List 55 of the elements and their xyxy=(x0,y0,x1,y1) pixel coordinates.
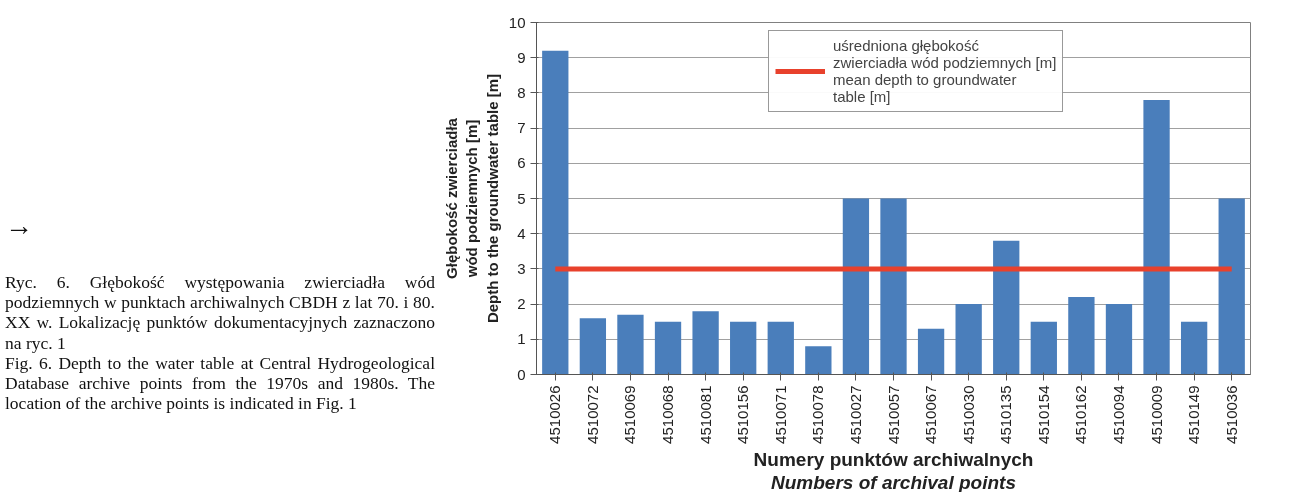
y-tick-label: 10 xyxy=(508,13,526,31)
y-tick-label: 8 xyxy=(517,83,526,101)
caption: Fig. 6. Depth to the water table at Central Hydrogeological Database archive points from the 1970s and 1980s. The location of the archive points is indicated in Fig. 1 xyxy=(5,352,435,414)
bar xyxy=(1105,304,1133,375)
x-tick-label: 4510072 xyxy=(583,385,601,444)
text: Ryc. 6. Głębokość występowania zwierciadła wód podziemnych w punktach archiwalnych CBDH z lat 70. i 80. XX w. Lokalizację punktów dokumentacyjnych zaznaczono na ryc. 1 xyxy=(5,272,435,353)
x-tick-label: 4510067 xyxy=(922,385,940,444)
x-axis-title: Numery punktów archiwalnych Numbers of archival points xyxy=(753,448,1034,493)
y-tick-label: 6 xyxy=(517,154,526,172)
x-tick-label: 4510057 xyxy=(884,385,902,444)
bar xyxy=(805,346,832,375)
bar xyxy=(842,198,870,375)
bar xyxy=(767,321,794,375)
x-tick-label: 4510094 xyxy=(1109,385,1127,444)
y-tick-label: 9 xyxy=(517,48,526,66)
x-tick-label: 4510156 xyxy=(734,385,752,444)
bar xyxy=(692,311,719,375)
x-tick-label: 4510009 xyxy=(1147,385,1165,444)
x-tick-label: 4510149 xyxy=(1185,385,1203,444)
x-tick-label: 4510027 xyxy=(846,385,864,444)
bar xyxy=(917,328,945,375)
bar xyxy=(955,304,982,375)
y-tick-label: 2 xyxy=(517,295,526,313)
x-tick-label: 4510135 xyxy=(997,385,1015,444)
y-tick-label: 1 xyxy=(517,330,526,348)
x-tick-label: 4510026 xyxy=(546,385,564,444)
y-tick-label: 0 xyxy=(517,365,526,383)
bar xyxy=(654,321,682,375)
y-tick-label: 5 xyxy=(517,189,526,207)
text: → xyxy=(5,210,34,243)
y-tick-label: 3 xyxy=(517,259,526,277)
y-axis-title: Głębokość zwierciadła wód podziemnych [m] Depth to the groundwater table [m] xyxy=(443,73,501,324)
bar xyxy=(730,321,757,375)
x-tick-label: 4510154 xyxy=(1034,385,1052,444)
bar xyxy=(1180,321,1208,375)
y-tick-label: 4 xyxy=(517,224,526,242)
x-tick-label: 4510068 xyxy=(659,385,677,444)
bar xyxy=(579,318,607,375)
bar xyxy=(1030,321,1057,375)
bar xyxy=(880,198,907,375)
bar xyxy=(1218,198,1245,375)
x-tick-label: 4510081 xyxy=(696,385,714,444)
bar xyxy=(617,314,644,375)
bar xyxy=(542,50,569,375)
x-tick-label: 4510071 xyxy=(771,385,789,444)
bar xyxy=(1143,99,1170,375)
x-tick-label: 4510162 xyxy=(1072,385,1090,444)
x-tick-label: 4510078 xyxy=(809,385,827,444)
bar xyxy=(1068,297,1095,375)
bar xyxy=(993,240,1020,375)
x-tick-label: 4510069 xyxy=(621,385,639,444)
legend-label: uśredniona głębokość zwierciadła wód podziemnych [m] mean depth to groundwater table [m] xyxy=(833,37,1057,105)
y-tick-label: 7 xyxy=(517,119,526,137)
x-tick-label: 4510030 xyxy=(959,385,977,444)
x-tick-label: 4510036 xyxy=(1222,385,1240,444)
